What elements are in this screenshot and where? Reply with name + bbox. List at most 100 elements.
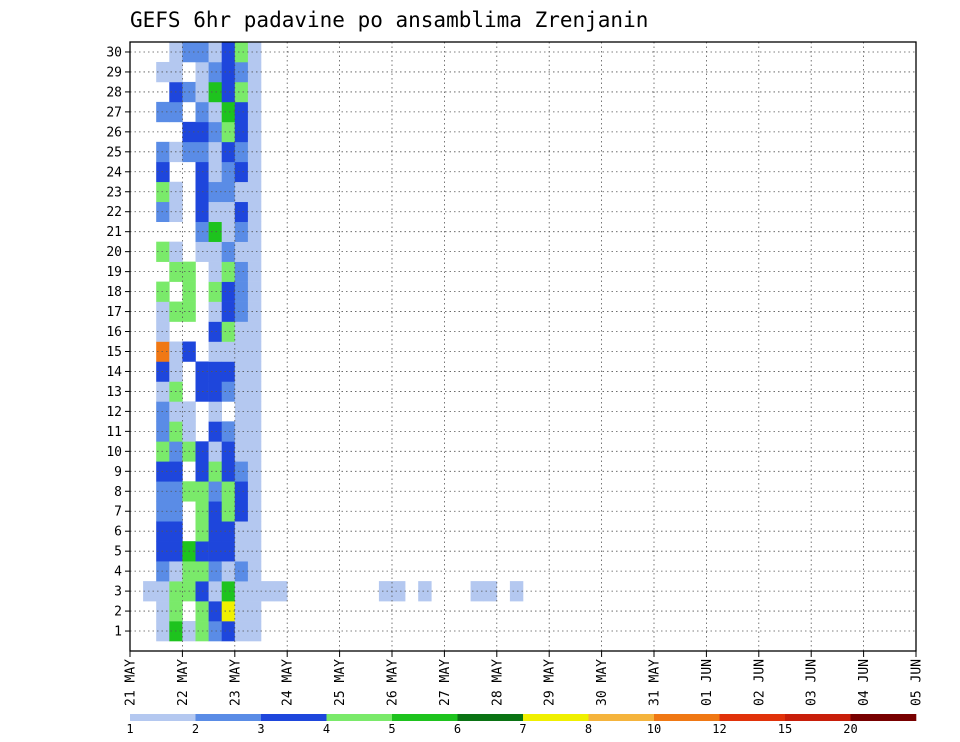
heatmap-cell bbox=[247, 181, 262, 203]
heatmap-cell bbox=[221, 501, 236, 522]
heatmap-cell bbox=[247, 241, 262, 262]
heatmap-cell bbox=[247, 581, 262, 602]
heatmap-cell bbox=[234, 61, 249, 83]
y-tick-label: 19 bbox=[106, 265, 122, 280]
heatmap-cell bbox=[221, 161, 236, 183]
y-tick-label: 21 bbox=[106, 225, 122, 240]
colorbar-swatch bbox=[523, 714, 589, 721]
heatmap-cell bbox=[208, 601, 222, 622]
heatmap-cell bbox=[234, 121, 249, 143]
heatmap-cell bbox=[208, 321, 222, 342]
colorbar-swatch bbox=[392, 714, 458, 721]
y-tick-label: 25 bbox=[106, 145, 122, 160]
heatmap-cell bbox=[221, 481, 236, 502]
colorbar-label: 12 bbox=[712, 722, 726, 736]
heatmap-cell bbox=[221, 581, 236, 602]
heatmap-cell bbox=[221, 521, 236, 542]
heatmap-cell bbox=[221, 421, 236, 442]
heatmap-cell bbox=[234, 501, 249, 522]
heatmap-cell bbox=[247, 361, 262, 382]
heatmap-cell bbox=[221, 601, 236, 622]
y-tick-label: 8 bbox=[114, 485, 122, 500]
heatmap-cell bbox=[378, 581, 393, 602]
y-tick-label: 4 bbox=[114, 565, 122, 580]
heatmap-cell bbox=[208, 221, 222, 242]
colorbar-swatch bbox=[785, 714, 851, 721]
x-tick-label: 04 JUN bbox=[857, 659, 872, 706]
heatmap-cell bbox=[221, 101, 236, 123]
heatmap-cell bbox=[234, 521, 249, 542]
x-tick-label: 23 MAY bbox=[228, 659, 243, 706]
heatmap-cell bbox=[247, 261, 262, 282]
heatmap-cell bbox=[221, 261, 236, 282]
colorbar-label: 2 bbox=[192, 722, 199, 736]
colorbar-label: 7 bbox=[519, 722, 526, 736]
colorbar-label: 4 bbox=[323, 722, 330, 736]
heatmap-cell bbox=[208, 281, 222, 302]
heatmap-cell bbox=[418, 581, 432, 602]
x-tick-label: 03 JUN bbox=[805, 659, 820, 706]
y-tick-label: 1 bbox=[114, 625, 122, 640]
heatmap-cell bbox=[234, 261, 249, 282]
heatmap-cell bbox=[247, 161, 262, 183]
chart-title: GEFS 6hr padavine po ansamblima Zrenjani… bbox=[130, 8, 648, 32]
x-tick-label: 22 MAY bbox=[176, 659, 191, 706]
heatmap-cell bbox=[234, 281, 249, 302]
heatmap-cell bbox=[392, 581, 406, 602]
heatmap-cell bbox=[208, 341, 222, 362]
heatmap-cell bbox=[208, 521, 222, 542]
heatmap-cell bbox=[208, 401, 222, 422]
heatmap-cell bbox=[247, 441, 262, 462]
x-axis-ticks: 21 MAY 22 MAY 23 MAY 24 MAY 25 MAY 26 MAY 27 M… bbox=[124, 651, 925, 706]
heatmap-cell bbox=[221, 541, 236, 562]
heatmap-cell bbox=[234, 481, 249, 502]
heatmap-cell bbox=[234, 421, 249, 442]
y-tick-label: 14 bbox=[106, 365, 122, 380]
heatmap-cell bbox=[234, 381, 249, 402]
heatmap-cell bbox=[221, 201, 236, 223]
x-tick-label: 05 JUN bbox=[910, 659, 925, 706]
x-tick-label: 01 JUN bbox=[700, 659, 715, 706]
heatmap-cell bbox=[208, 301, 222, 322]
y-tick-label: 2 bbox=[114, 605, 122, 620]
y-tick-label: 3 bbox=[114, 585, 122, 600]
heatmap-cell bbox=[221, 61, 236, 83]
y-tick-label: 16 bbox=[106, 325, 122, 340]
heatmap-cell bbox=[234, 341, 249, 362]
heatmap-cell bbox=[221, 221, 236, 242]
heatmap-cell bbox=[208, 61, 222, 83]
heatmap-cell bbox=[247, 221, 262, 242]
x-tick-label: 21 MAY bbox=[124, 659, 139, 706]
y-tick-label: 10 bbox=[106, 445, 122, 460]
y-tick-label: 24 bbox=[106, 165, 122, 180]
heatmap-cell bbox=[234, 321, 249, 342]
heatmap-cell bbox=[221, 301, 236, 322]
heatmap-cell bbox=[221, 81, 236, 103]
heatmap-cell bbox=[221, 241, 236, 262]
heatmap-cell bbox=[221, 561, 236, 582]
y-tick-label: 22 bbox=[106, 205, 122, 220]
heatmap-cell bbox=[509, 581, 524, 602]
y-tick-label: 12 bbox=[106, 405, 122, 420]
heatmap-cell bbox=[208, 581, 222, 602]
y-tick-label: 28 bbox=[106, 85, 122, 100]
heatmap-cell bbox=[208, 141, 222, 163]
heatmap-cell bbox=[247, 401, 262, 422]
heatmap-cell bbox=[247, 561, 262, 582]
heatmap-cell bbox=[234, 541, 249, 562]
heatmap-cell bbox=[234, 201, 249, 223]
heatmap-cell bbox=[221, 181, 236, 203]
y-tick-label: 6 bbox=[114, 525, 122, 540]
colorbar-legend: 1 2 3 4 5 6 7 8 10 12 15 20 bbox=[126, 714, 917, 736]
y-tick-label: 11 bbox=[106, 425, 122, 440]
colorbar-label: 5 bbox=[388, 722, 395, 736]
y-tick-label: 9 bbox=[114, 465, 122, 480]
heatmap-cell bbox=[221, 42, 236, 63]
heatmap-cell bbox=[234, 581, 249, 602]
heatmap-cell bbox=[208, 181, 222, 203]
heatmap-cell bbox=[234, 621, 249, 642]
y-tick-label: 18 bbox=[106, 285, 122, 300]
heatmap-cell bbox=[221, 121, 236, 143]
heatmap-cell bbox=[208, 81, 222, 103]
